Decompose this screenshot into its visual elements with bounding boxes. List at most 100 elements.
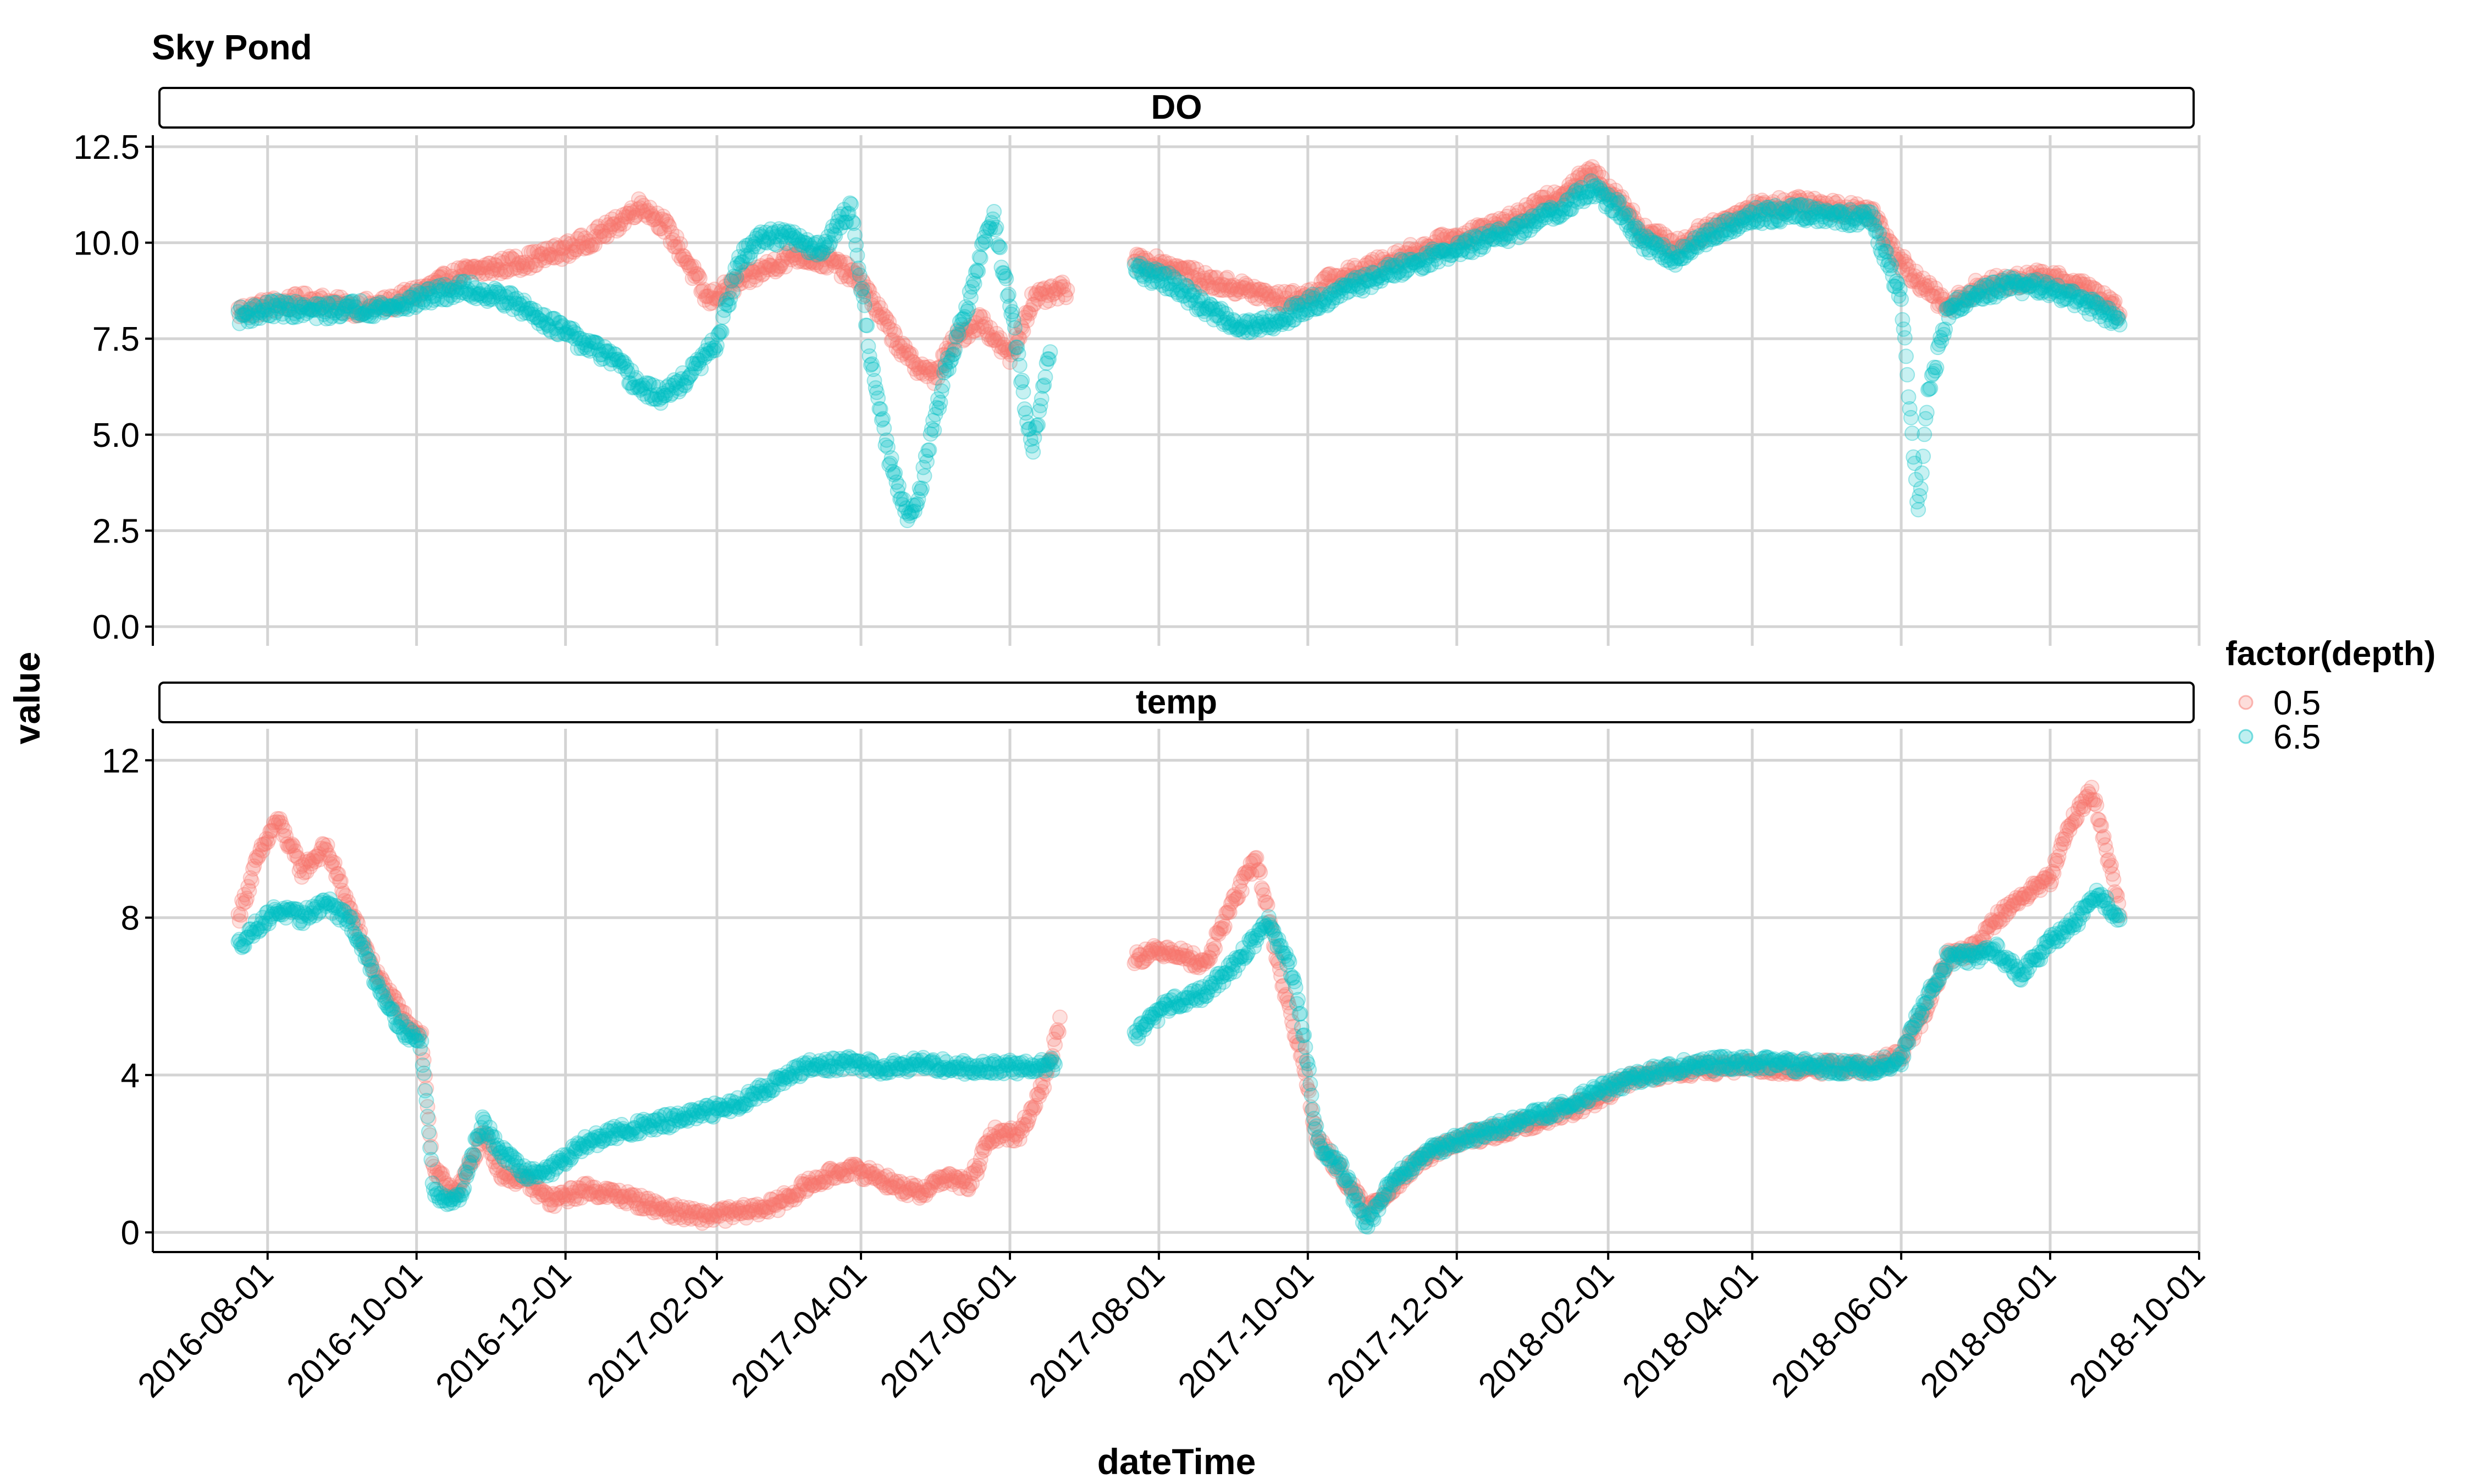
data-point [1042, 344, 1058, 360]
strip-temp-label: temp [1136, 683, 1217, 721]
data-point [290, 295, 306, 311]
data-point [521, 245, 537, 261]
data-point [341, 303, 357, 319]
data-point [347, 299, 363, 315]
data-point [692, 270, 708, 286]
data-point [883, 450, 899, 466]
data-point [362, 295, 378, 311]
data-point [551, 240, 567, 256]
data-point [603, 219, 618, 235]
data-point [1030, 417, 1046, 433]
data-point [253, 292, 269, 308]
data-point [531, 248, 546, 264]
data-point [626, 210, 642, 226]
data-point [438, 281, 454, 297]
data-point [599, 229, 615, 245]
data-point [681, 257, 697, 273]
data-point [426, 279, 441, 295]
data-point [379, 301, 395, 317]
data-point [418, 278, 434, 294]
data-point [640, 209, 656, 225]
data-point [340, 306, 356, 322]
data-point [654, 211, 670, 227]
data-point [669, 229, 684, 245]
data-point [686, 258, 702, 274]
data-point [318, 302, 334, 318]
data-point [384, 302, 400, 318]
data-point [515, 258, 531, 274]
data-point [496, 264, 512, 280]
data-point [267, 297, 283, 313]
data-point [533, 246, 549, 262]
data-point [678, 254, 694, 270]
data-point [330, 295, 346, 311]
data-point [1919, 405, 1935, 420]
data-point [355, 301, 371, 317]
data-point [465, 258, 481, 274]
data-point [490, 253, 506, 269]
data-point [277, 293, 292, 308]
data-point [263, 303, 279, 319]
data-point [618, 206, 634, 222]
data-point [577, 230, 593, 246]
data-point [272, 298, 288, 314]
data-point [664, 225, 680, 241]
data-point [914, 480, 930, 496]
data-point [507, 248, 523, 264]
data-point [992, 240, 1008, 256]
data-point [535, 241, 551, 257]
data-point [244, 296, 259, 312]
data-point [1059, 282, 1075, 298]
data-point [501, 248, 517, 264]
data-point [648, 211, 664, 226]
data-point [714, 324, 730, 340]
data-point [374, 290, 390, 306]
data-point [444, 268, 460, 284]
data-point [399, 285, 415, 301]
data-point [570, 231, 586, 247]
data-point [1012, 357, 1028, 373]
data-point [548, 237, 564, 253]
data-point [412, 287, 428, 303]
data-point [449, 275, 465, 291]
data-point [539, 240, 555, 256]
data-point [262, 297, 278, 313]
data-point [255, 302, 270, 318]
data-point [413, 1033, 429, 1049]
data-point [310, 292, 325, 308]
data-point [588, 229, 604, 244]
data-point [973, 250, 989, 266]
data-point [1914, 465, 1930, 481]
data-point [394, 298, 410, 314]
data-point [935, 378, 951, 394]
data-point [247, 296, 263, 312]
data-point [523, 244, 539, 260]
data-point [231, 308, 247, 324]
data-point [675, 248, 691, 264]
data-point [571, 239, 587, 254]
data-point [673, 251, 689, 267]
data-point [477, 257, 493, 273]
data-point [543, 247, 559, 263]
data-point [579, 240, 595, 256]
data-point [617, 209, 633, 225]
data-point [335, 296, 351, 312]
data-point [428, 275, 444, 291]
data-point [658, 213, 673, 228]
data-point [683, 258, 699, 274]
data-point [573, 227, 589, 243]
data-point [483, 263, 499, 279]
data-point [586, 223, 601, 239]
data-point [561, 248, 577, 264]
data-point [291, 295, 307, 311]
data-point [601, 223, 617, 239]
data-point [615, 207, 631, 223]
data-point [1037, 369, 1053, 385]
data-point [454, 260, 470, 276]
data-point [279, 301, 295, 317]
panel-do: DO 0.02.55.07.510.012.5 [73, 87, 2201, 646]
data-point [292, 299, 308, 315]
data-point [325, 293, 341, 309]
data-point [532, 252, 548, 268]
